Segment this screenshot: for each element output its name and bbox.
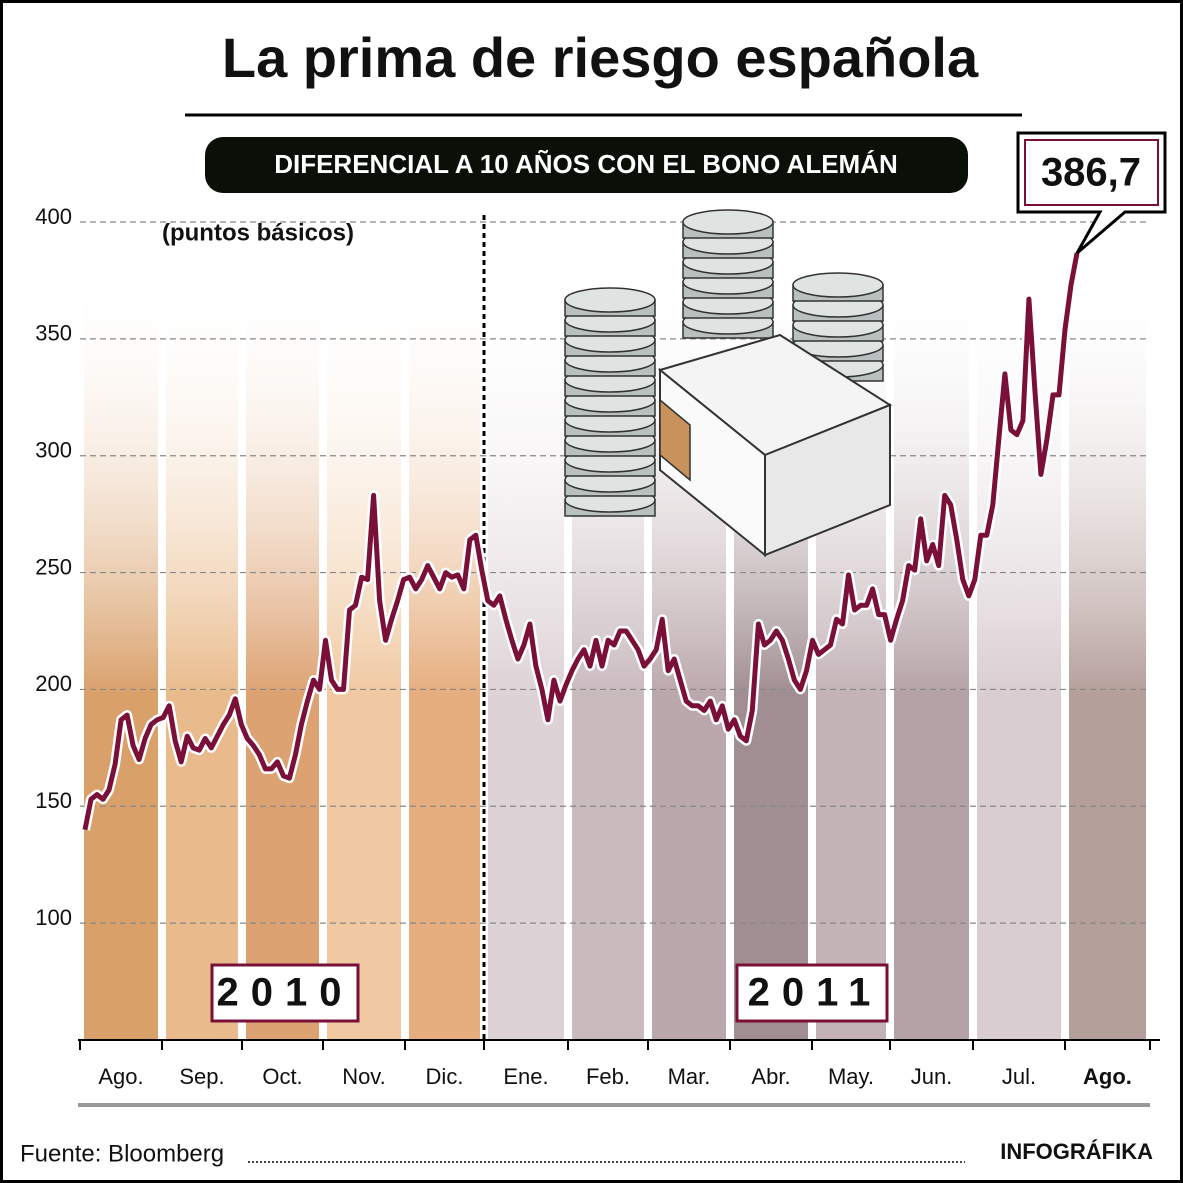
month-band xyxy=(166,270,238,1040)
y-tick-label: 200 xyxy=(35,671,72,696)
x-tick-label: Jun. xyxy=(911,1064,953,1089)
year-box xyxy=(210,963,360,1023)
money-illustration xyxy=(564,209,893,558)
coin xyxy=(564,287,656,313)
x-tick-label: Abr. xyxy=(751,1064,790,1089)
y-axis-label: (puntos básicos) xyxy=(162,219,354,246)
year-box xyxy=(735,963,889,1023)
x-tick-label: Feb. xyxy=(586,1064,630,1089)
x-tick-label: Dic. xyxy=(426,1064,464,1089)
coin xyxy=(682,209,774,235)
y-tick-label: 150 xyxy=(35,788,72,813)
callout-box xyxy=(1016,131,1167,255)
month-band xyxy=(409,270,480,1040)
band-strap xyxy=(659,398,691,482)
year-label: 2011 xyxy=(748,971,883,1015)
chart-title: La prima de riesgo española xyxy=(222,26,979,89)
line xyxy=(82,252,1080,831)
credit: INFOGRÁFIKA xyxy=(1000,1139,1153,1164)
plot xyxy=(80,252,1082,831)
month-band xyxy=(488,270,564,1040)
coin xyxy=(792,272,884,298)
x-tick-label: Nov. xyxy=(342,1064,386,1089)
month-band xyxy=(246,270,319,1040)
x-tick-label: May. xyxy=(828,1064,874,1089)
x-tick-label: Ago. xyxy=(98,1064,143,1089)
subtitle-pill xyxy=(205,137,968,193)
month-band xyxy=(84,270,158,1040)
y-tick-label: 250 xyxy=(35,554,72,579)
callout-inner xyxy=(1024,139,1159,206)
subtitle: DIFERENCIAL A 10 AÑOS CON EL BONO ALEMÁN xyxy=(274,149,898,179)
source: Fuente: Bloomberg xyxy=(20,1140,224,1167)
year-label: 2010 xyxy=(217,971,354,1015)
x-axis-labels: Ago. Sep. Oct. Nov. Dic. Ene. Feb. Mar. Abr. May.… xyxy=(79,1040,1151,1089)
month-band xyxy=(977,270,1061,1040)
y-tick-label: 100 xyxy=(35,905,72,930)
x-tick-label: Oct. xyxy=(262,1064,302,1089)
x-tick-label: Jul. xyxy=(1002,1064,1036,1089)
x-tick-label: Sep. xyxy=(179,1064,224,1089)
y-tick-label: 350 xyxy=(35,321,72,346)
y-tick-label: 400 xyxy=(35,204,72,229)
month-band xyxy=(327,270,401,1040)
x-tick-label: Ene. xyxy=(503,1064,548,1089)
callout-label: 386,7 xyxy=(1041,151,1141,195)
x-tick-label: Mar. xyxy=(668,1064,711,1089)
month-band xyxy=(1069,270,1146,1040)
notes-front xyxy=(764,403,891,557)
x-tick-label: Ago. xyxy=(1083,1064,1132,1089)
month-band xyxy=(894,270,969,1040)
y-tick-label: 300 xyxy=(35,438,72,463)
